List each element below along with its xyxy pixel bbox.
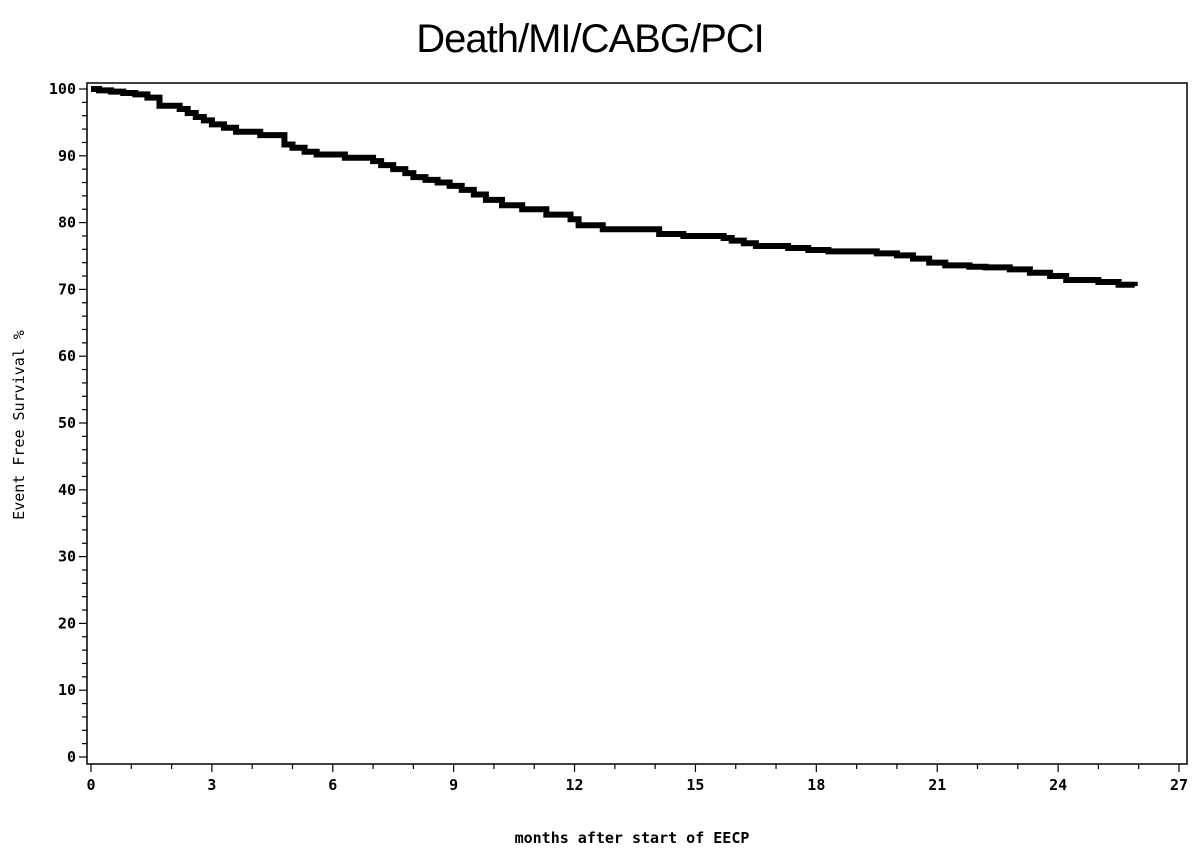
y-axis: 0 10 20 30 40 50 60 70 80 90 100 (49, 80, 87, 766)
x-tick-label: 18 (807, 776, 825, 794)
x-tick-label: 0 (86, 776, 95, 794)
x-axis-label: months after start of EECP (515, 829, 750, 847)
y-tick-label: 30 (58, 548, 76, 566)
series-layer (91, 86, 1138, 288)
y-tick-label: 90 (58, 147, 76, 165)
x-tick-label: 24 (1049, 776, 1067, 794)
y-axis-label: Event Free Survival % (10, 330, 28, 520)
x-tick-label: 15 (686, 776, 704, 794)
y-tick-label: 70 (58, 280, 76, 298)
x-tick-label: 6 (328, 776, 337, 794)
x-tick-label: 12 (566, 776, 584, 794)
y-tick-label: 100 (49, 80, 76, 98)
x-tick-label: 3 (207, 776, 216, 794)
plot-frame (86, 82, 1188, 765)
x-tick-label: 27 (1170, 776, 1188, 794)
x-tick-label: 9 (449, 776, 458, 794)
y-tick-label: 10 (58, 681, 76, 699)
y-tick-label: 80 (58, 214, 76, 232)
y-tick-label: 0 (67, 748, 76, 766)
plot-border (86, 82, 1188, 765)
x-tick-label: 21 (928, 776, 946, 794)
chart-title: Death/MI/CABG/PCI (416, 17, 764, 61)
y-tick-label: 40 (58, 481, 76, 499)
survival-curve (91, 86, 1138, 288)
y-tick-label: 50 (58, 414, 76, 432)
x-axis: 0 3 6 9 12 15 18 21 24 27 (86, 764, 1188, 794)
y-tick-label: 20 (58, 614, 76, 632)
y-tick-label: 60 (58, 347, 76, 365)
